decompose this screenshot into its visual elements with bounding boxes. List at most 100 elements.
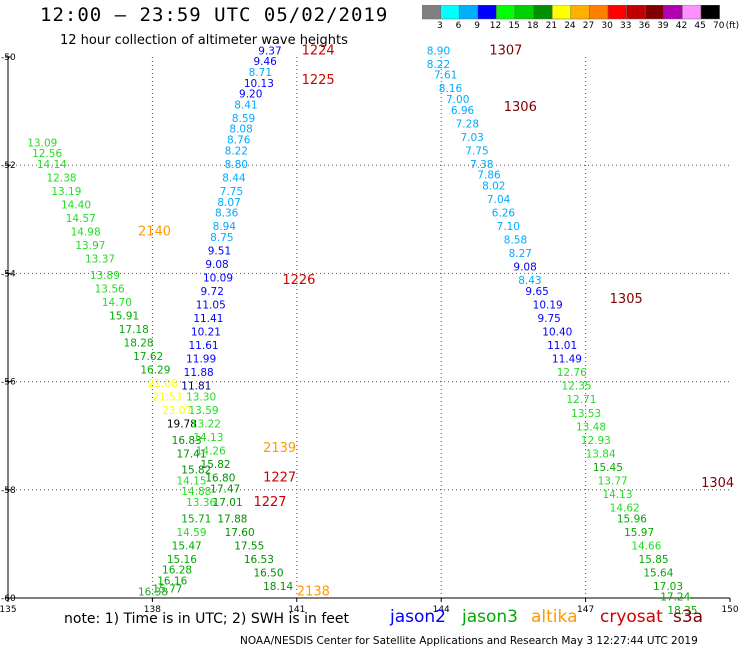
wave-height-value: 13.09 — [27, 137, 57, 149]
wave-height-value: 15.82 — [181, 465, 211, 477]
wave-height-value: 14.62 — [610, 502, 640, 514]
pass-time-label: 1306 — [504, 100, 537, 115]
wave-height-value: 16.80 — [205, 473, 235, 485]
wave-height-value: 6.96 — [451, 105, 475, 117]
wave-height-value: 8.22 — [427, 59, 450, 71]
wave-height-value: 7.10 — [497, 221, 520, 233]
wave-height-value: 17.62 — [133, 351, 163, 363]
x-tick-label: 135 — [0, 605, 17, 615]
pass-time-label: 1227 — [263, 471, 296, 486]
wave-height-value: 9.08 — [513, 262, 536, 274]
color-scale-label: 24 — [564, 21, 576, 31]
wave-height-value: 11.41 — [193, 313, 223, 325]
wave-height-value: 8.44 — [222, 172, 246, 184]
wave-height-value: 7.75 — [465, 145, 488, 157]
wave-height-value: 8.71 — [249, 67, 272, 79]
x-tick-label: 150 — [721, 605, 738, 615]
wave-height-value: 9.75 — [537, 313, 560, 325]
wave-height-value: 9.65 — [525, 286, 548, 298]
wave-height-value: 8.16 — [439, 83, 463, 95]
x-tick-label: 147 — [577, 605, 594, 615]
wave-height-value: 23.07 — [162, 405, 192, 417]
pass-time-label: 1226 — [282, 273, 315, 288]
wave-height-value: 15.71 — [181, 513, 211, 525]
color-scale-label: 18 — [527, 21, 539, 31]
footer-credit: NOAA/NESDIS Center for Satellite Applica… — [240, 635, 698, 647]
legend-altika: altika — [531, 607, 578, 627]
wave-height-value: 7.04 — [487, 194, 511, 206]
color-scale-label: 33 — [620, 21, 632, 31]
color-scale-label: 3 — [437, 21, 443, 31]
color-scale-label: 70 — [713, 21, 725, 31]
wave-height-value: 10.09 — [203, 273, 233, 285]
pass-time-label: 1307 — [489, 43, 522, 58]
wave-height-value: 8.94 — [213, 221, 237, 233]
wave-height-value: 14.57 — [66, 213, 96, 225]
wave-height-value: 17.41 — [176, 448, 206, 460]
wave-height-value: 7.03 — [460, 132, 483, 144]
wave-height-value: 17.88 — [217, 513, 247, 525]
wave-height-value: 8.41 — [234, 99, 257, 111]
wave-height-value: 14.13 — [602, 489, 632, 501]
legend-jason3: jason3 — [462, 607, 518, 627]
wave-height-value: 13.89 — [90, 270, 120, 282]
wave-height-value: 9.20 — [239, 89, 262, 101]
pass-time-label: 1225 — [302, 73, 335, 88]
wave-height-value: 8.27 — [509, 248, 532, 260]
wave-height-value: 21.53 — [152, 392, 182, 404]
wave-height-value: 15.82 — [201, 459, 231, 471]
wave-height-value: 14.14 — [37, 159, 67, 171]
wave-height-value: 17.24 — [660, 592, 690, 604]
wave-height-value: 13.48 — [576, 421, 606, 433]
wave-height-value: 13.30 — [186, 392, 216, 404]
y-tick-label: -58 — [1, 486, 16, 496]
legend-jason2: jason2 — [390, 607, 446, 627]
wave-height-value: 8.58 — [504, 235, 527, 247]
wave-height-value: 12.76 — [557, 367, 587, 379]
wave-height-value: 16.38 — [138, 586, 168, 598]
wave-height-value: 11.81 — [181, 381, 211, 393]
wave-height-value: 13.84 — [586, 448, 616, 460]
note-text: note: 1) Time is in UTC; 2) SWH is in fe… — [64, 611, 350, 627]
wave-height-value: 14.66 — [631, 540, 661, 552]
y-tick-label: -54 — [1, 269, 16, 279]
wave-height-value: 7.38 — [470, 159, 493, 171]
page-title: 12:00 – 23:59 UTC 05/02/2019 — [40, 4, 389, 26]
wave-height-value: 13.56 — [95, 283, 125, 295]
page-subtitle: 12 hour collection of altimeter wave hei… — [60, 33, 348, 48]
wave-height-value: 15.91 — [109, 310, 139, 322]
wave-height-value: 17.55 — [234, 540, 264, 552]
color-scale-label: 42 — [675, 21, 688, 31]
wave-height-value: 8.43 — [518, 275, 541, 287]
color-scale-label: 27 — [582, 21, 595, 31]
wave-height-value: 13.19 — [51, 186, 81, 198]
color-scale-label: 6 — [455, 21, 462, 31]
wave-height-value: 8.22 — [225, 145, 248, 157]
wave-height-value: 18.14 — [263, 581, 293, 593]
wave-height-value: 13.77 — [598, 475, 628, 487]
wave-height-value: 17.60 — [225, 527, 255, 539]
wave-height-value: 14.70 — [102, 297, 132, 309]
color-scale-label: 30 — [601, 21, 613, 31]
wave-height-value: 11.49 — [552, 354, 582, 366]
wave-height-value: 10.40 — [542, 327, 572, 339]
wave-height-value: 13.97 — [75, 240, 105, 252]
wave-height-value: 8.36 — [215, 208, 239, 220]
wave-height-value: 16.53 — [244, 554, 274, 566]
wave-height-value: 11.05 — [196, 300, 226, 312]
pass-time-label: 2140 — [138, 225, 171, 240]
wave-height-value: 11.01 — [547, 340, 577, 352]
wave-height-value: 12.93 — [581, 435, 611, 447]
wave-height-value: 10.19 — [533, 300, 563, 312]
x-tick-label: 144 — [433, 605, 450, 615]
wave-height-value: 7.00 — [446, 94, 469, 106]
color-swatch — [700, 5, 720, 20]
color-scale-label: 15 — [508, 21, 520, 31]
pass-time-label: 1224 — [302, 43, 335, 58]
wave-height-value: 15.16 — [167, 554, 197, 566]
wave-height-value: 17.03 — [653, 581, 683, 593]
y-tick-label: -56 — [1, 378, 16, 388]
wave-height-value: 17.47 — [210, 484, 240, 496]
wave-height-value: 16.16 — [157, 575, 187, 587]
wave-height-value: 13.36 — [186, 497, 216, 509]
